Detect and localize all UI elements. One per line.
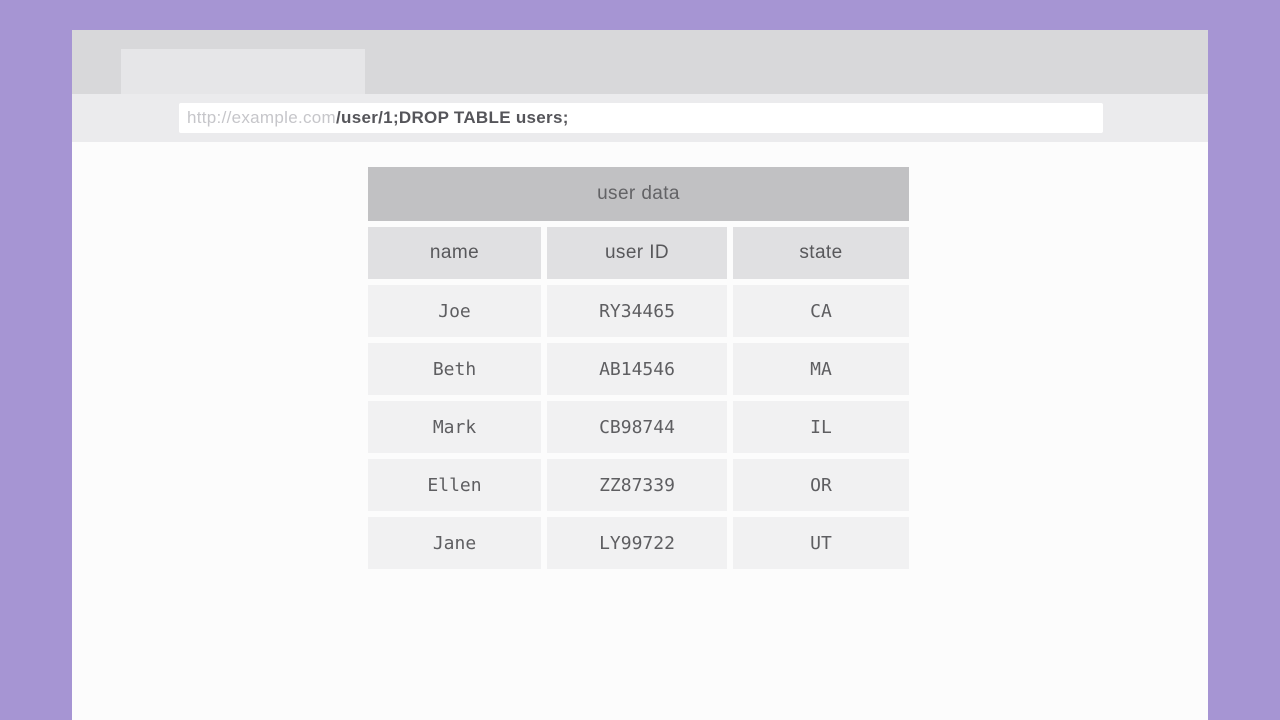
table-cell: LY99722 <box>547 517 727 569</box>
address-bar-row: http://example.com/user/1;DROP TABLE use… <box>72 94 1208 142</box>
browser-chrome-bar <box>72 30 1208 94</box>
url-domain-text: http://example.com <box>187 108 337 127</box>
table-cell: ZZ87339 <box>547 459 727 511</box>
table-cell: Joe <box>368 285 541 337</box>
url-path-text: /user/1;DROP TABLE users; <box>336 108 569 127</box>
table-cell: MA <box>733 343 909 395</box>
table-cell: Jane <box>368 517 541 569</box>
table-cell: RY34465 <box>547 285 727 337</box>
page-content: user data name user ID state Joe RY34465… <box>72 142 1208 720</box>
table-cell: AB14546 <box>547 343 727 395</box>
table-cell: IL <box>733 401 909 453</box>
table-grid: name user ID state Joe RY34465 CA Beth A… <box>368 227 909 569</box>
table-cell: Mark <box>368 401 541 453</box>
browser-tab[interactable] <box>121 49 365 94</box>
table-cell: OR <box>733 459 909 511</box>
table-cell: Ellen <box>368 459 541 511</box>
browser-window: http://example.com/user/1;DROP TABLE use… <box>72 30 1208 720</box>
column-header-state: state <box>733 227 909 279</box>
user-data-table: user data name user ID state Joe RY34465… <box>368 167 909 569</box>
table-cell: UT <box>733 517 909 569</box>
table-cell: Beth <box>368 343 541 395</box>
column-header-user-id: user ID <box>547 227 727 279</box>
table-cell: CA <box>733 285 909 337</box>
table-title: user data <box>368 167 909 221</box>
table-cell: CB98744 <box>547 401 727 453</box>
url-input[interactable]: http://example.com/user/1;DROP TABLE use… <box>179 103 1103 133</box>
column-header-name: name <box>368 227 541 279</box>
